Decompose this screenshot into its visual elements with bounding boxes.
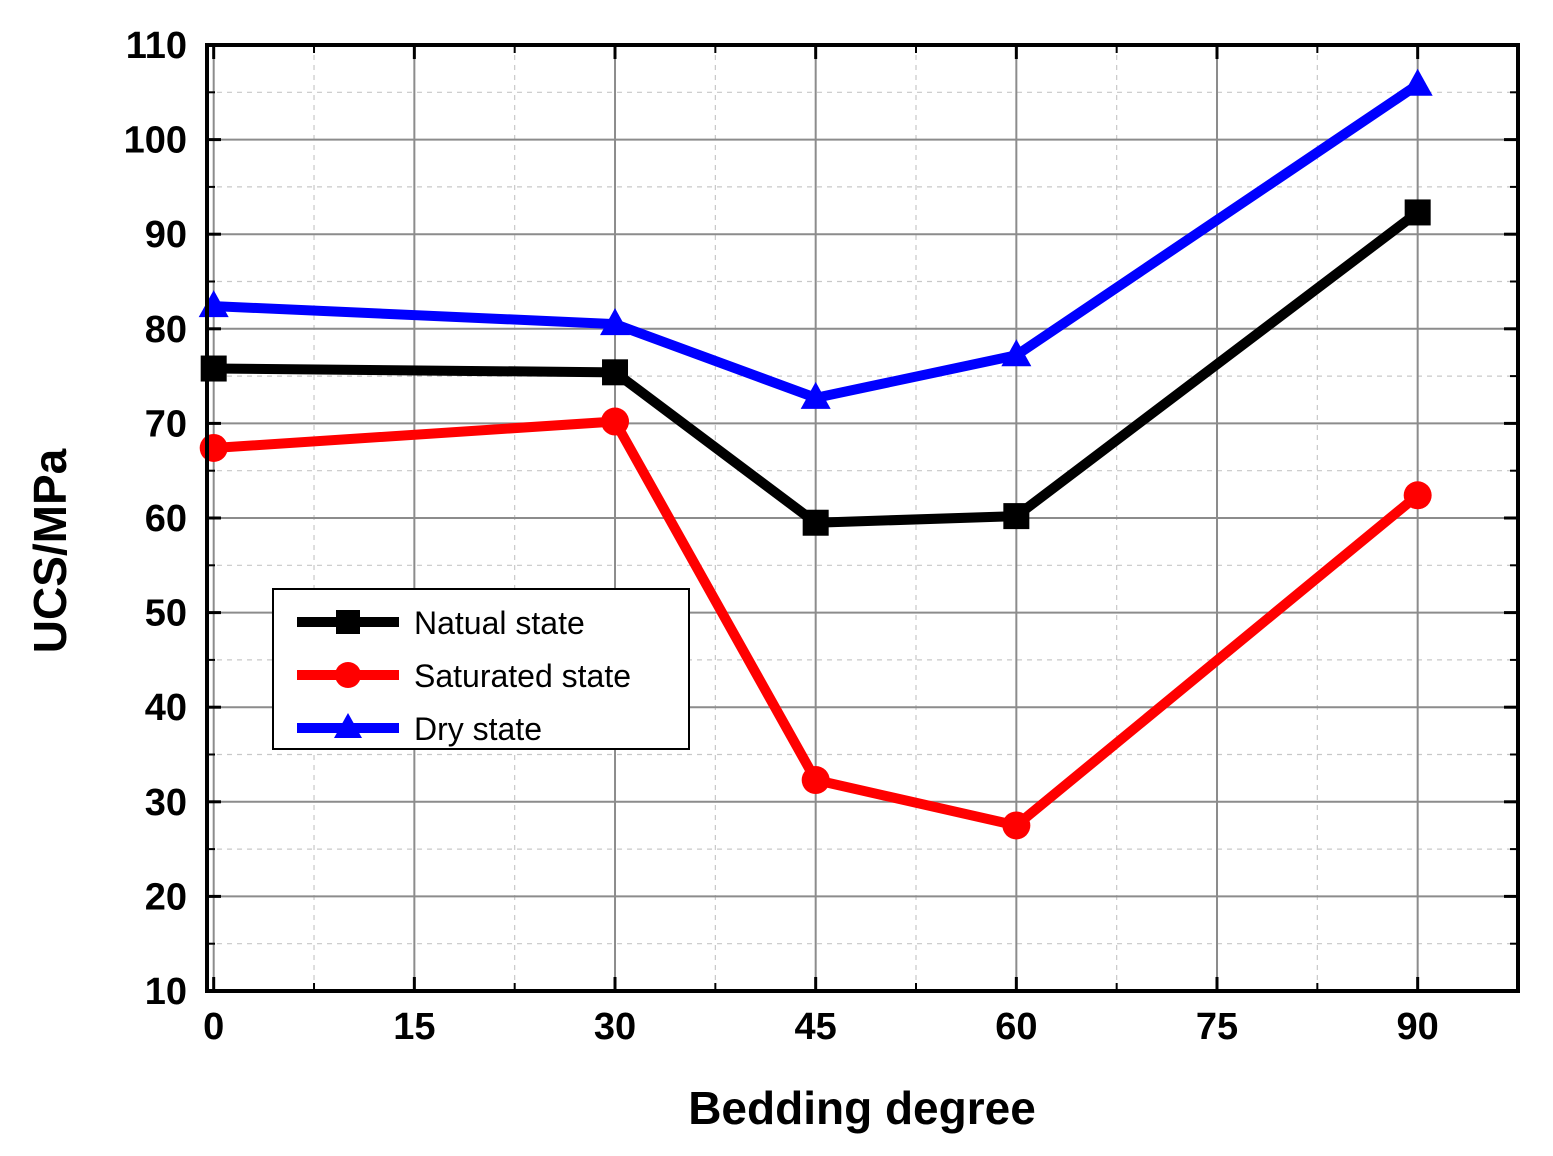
y-tick-label: 100 (124, 120, 187, 162)
legend-marker-triangle-icon (334, 713, 362, 738)
x-axis-title: Bedding degree (688, 1082, 1036, 1134)
data-point-natual-state (200, 355, 227, 382)
data-point-dry-state (1001, 339, 1032, 367)
x-tick-label: 30 (594, 1006, 636, 1048)
legend-marker-circle-icon (335, 662, 361, 688)
legend-marker-square-icon (336, 610, 360, 634)
legend-item-saturated-state: Saturated state (297, 658, 631, 694)
data-point-dry-state (800, 381, 831, 409)
data-point-saturated-state (1002, 811, 1031, 840)
y-tick-label: 90 (145, 214, 187, 256)
y-tick-label: 60 (145, 498, 187, 540)
data-point-saturated-state (801, 766, 830, 795)
data-point-saturated-state (601, 407, 630, 436)
legend-item-natual-state: Natual state (297, 605, 585, 641)
x-tick-label: 15 (393, 1006, 435, 1048)
data-point-natual-state (1404, 199, 1431, 226)
y-tick-label: 20 (145, 876, 187, 918)
legend-label-saturated-state: Saturated state (414, 658, 631, 694)
x-tick-label: 0 (203, 1006, 224, 1048)
x-tick-label: 60 (995, 1006, 1037, 1048)
y-tick-label: 10 (145, 971, 187, 1013)
y-tick-label: 110 (126, 25, 187, 67)
x-tick-label: 75 (1196, 1006, 1238, 1048)
data-point-dry-state (600, 308, 631, 336)
tick-layer: 0 15 30 45 60 75 90 10 20 30 40 50 60 70 80 90 100 110 (124, 25, 1518, 1048)
y-tick-label: 40 (145, 687, 187, 729)
data-point-dry-state (1402, 68, 1433, 96)
y-tick-label: 50 (145, 593, 187, 635)
plot-frame (205, 43, 1520, 993)
y-tick-label: 70 (145, 403, 187, 445)
x-tick-label: 90 (1397, 1006, 1439, 1048)
data-point-natual-state (802, 509, 829, 536)
data-point-natual-state (1003, 503, 1030, 530)
data-point-saturated-state (1403, 481, 1432, 510)
y-tick-label: 30 (145, 782, 187, 824)
y-tick-label: 80 (145, 309, 187, 351)
x-tick-label: 45 (795, 1006, 837, 1048)
data-point-saturated-state (199, 433, 228, 462)
legend: Natual state Saturated state Dry state (272, 588, 690, 750)
y-axis-title: UCS/MPa (24, 448, 76, 653)
series-layer (198, 68, 1433, 840)
legend-item-dry-state: Dry state (297, 711, 542, 747)
legend-label-natual-state: Natual state (414, 605, 585, 641)
legend-label-dry-state: Dry state (414, 711, 542, 747)
data-point-natual-state (602, 359, 629, 386)
